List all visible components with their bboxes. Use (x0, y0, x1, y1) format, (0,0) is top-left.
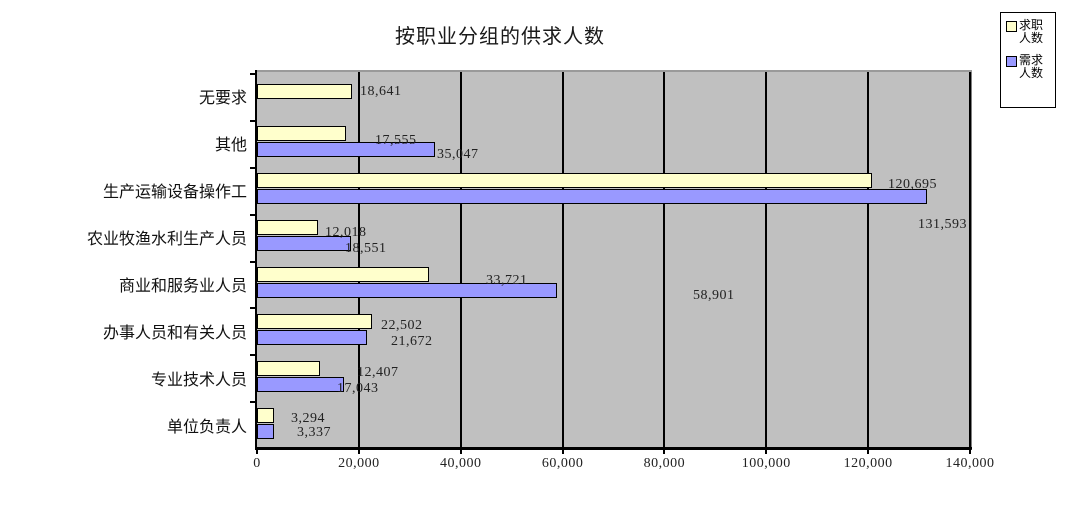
y-axis-line (255, 70, 257, 450)
bar-seek[interactable] (257, 84, 352, 100)
x-axis-tick-label: 140,000 (945, 456, 995, 471)
gridline (663, 72, 666, 447)
data-label: 18,641 (360, 84, 402, 99)
gridline (969, 72, 971, 447)
bar-demand[interactable] (257, 142, 436, 158)
gridline (867, 72, 870, 447)
gridline (357, 72, 360, 447)
bar-seek[interactable] (257, 407, 274, 423)
plot-top-edge (257, 70, 972, 72)
bar-seek[interactable] (257, 360, 321, 376)
y-axis-category-label: 生产运输设备操作工 (102, 184, 247, 202)
y-axis-category-label: 无要求 (198, 90, 247, 108)
x-axis-tick-label: 80,000 (643, 456, 686, 471)
data-label: 21,672 (391, 334, 433, 349)
legend-label-demand: 需求人数 (1019, 53, 1044, 80)
x-axis-tick (459, 449, 462, 454)
bar-seek[interactable] (257, 313, 372, 329)
bar-demand[interactable] (257, 236, 352, 252)
bar-seek[interactable] (257, 173, 872, 189)
bar-demand[interactable] (257, 189, 928, 205)
chart-title: 按职业分组的供求人数 (395, 26, 605, 48)
legend-swatch-seek-icon (1006, 21, 1017, 32)
y-axis-category-label: 其他 (214, 137, 247, 155)
y-axis-tick (250, 307, 256, 310)
data-label: 18,551 (345, 241, 387, 256)
data-label: 17,043 (337, 381, 379, 396)
bar-seek[interactable] (257, 266, 429, 282)
y-axis-tick (250, 166, 256, 169)
legend-swatch-demand-icon (1006, 56, 1017, 67)
data-label: 3,337 (297, 425, 331, 440)
plot-area (257, 72, 972, 450)
data-label: 22,502 (381, 318, 423, 333)
y-axis-category-label: 商业和服务业人员 (118, 277, 247, 295)
bar-demand[interactable] (257, 376, 344, 392)
data-label: 33,721 (486, 273, 528, 288)
y-axis-tick (250, 213, 256, 216)
x-axis-tick-label: 120,000 (843, 456, 893, 471)
x-axis-line (255, 447, 972, 449)
bar-demand[interactable] (257, 423, 274, 439)
y-axis-category-label: 农业牧渔水利生产人员 (86, 231, 247, 249)
legend-item-seek[interactable]: 求职人数 (1006, 19, 1051, 45)
x-axis-tick-label: 0 (253, 456, 261, 471)
bar-seek[interactable] (257, 220, 319, 236)
x-axis-tick-label: 20,000 (338, 456, 380, 471)
gridline (561, 72, 564, 447)
x-axis-tick (357, 449, 360, 454)
x-axis-tick-label: 60,000 (541, 456, 584, 471)
gridline (459, 72, 462, 447)
x-axis-tick-label: 40,000 (439, 456, 482, 471)
chart-legend: 求职人数 需求人数 (1000, 12, 1056, 108)
bar-demand[interactable] (257, 282, 557, 298)
data-label: 131,593 (918, 217, 967, 232)
bar-seek[interactable] (257, 126, 347, 142)
y-axis-tick (250, 401, 256, 404)
data-label: 120,695 (888, 177, 937, 192)
x-axis-tick (765, 449, 768, 454)
y-axis-tick (250, 73, 256, 75)
data-label: 3,294 (291, 411, 325, 426)
data-label: 12,407 (357, 365, 399, 380)
data-label: 58,901 (693, 288, 735, 303)
legend-label-seek: 求职人数 (1019, 18, 1044, 45)
data-label: 12,018 (325, 225, 367, 240)
x-axis-tick (969, 449, 971, 454)
y-axis-category-label: 单位负责人 (166, 418, 247, 436)
x-axis-tick (256, 449, 258, 454)
y-axis-category-label: 专业技术人员 (150, 371, 247, 389)
y-axis-tick (250, 260, 256, 263)
data-label: 17,555 (375, 133, 417, 148)
legend-item-demand[interactable]: 需求人数 (1006, 54, 1051, 80)
bar-demand[interactable] (257, 329, 368, 345)
x-axis-tick-label: 100,000 (741, 456, 791, 471)
y-axis-category-label: 办事人员和有关人员 (102, 324, 247, 342)
x-axis-tick (561, 449, 564, 454)
x-axis-tick (867, 449, 870, 454)
gridline (765, 72, 768, 447)
x-axis-tick (663, 449, 666, 454)
y-axis-tick (250, 354, 256, 357)
data-label: 35,047 (437, 147, 479, 162)
y-axis-tick (250, 119, 256, 122)
